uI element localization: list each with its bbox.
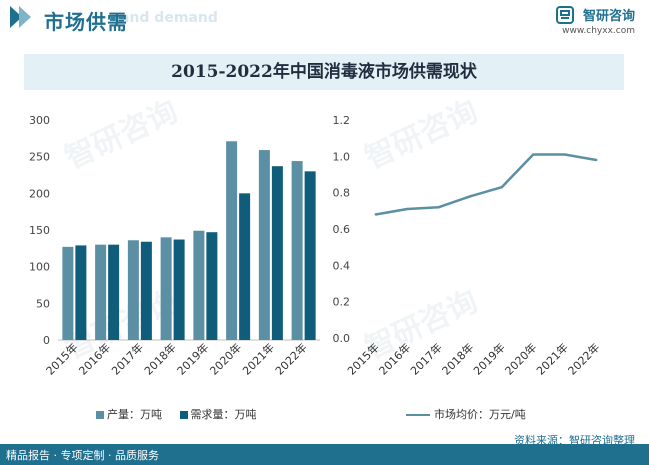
demand-bar	[173, 239, 185, 340]
supply-bar	[160, 237, 172, 340]
line-y-tick-label: 0.8	[333, 187, 351, 200]
line-chart: 0.0 0.2 0.4 0.6 0.8 1.0 1.2 2015年2016年2017年2018…	[333, 114, 603, 378]
bar-y-tick-label: 100	[29, 261, 50, 274]
supply-bar	[193, 230, 205, 340]
line-y-tick-label: 0.4	[333, 259, 351, 272]
chart-title-band: 2015-2022年中国消毒液市场供需现状	[24, 54, 624, 90]
line-x-tick-label: 2018年	[439, 340, 476, 377]
legend-label-supply: 产量：万吨	[107, 408, 162, 421]
header-mark-icon	[10, 6, 31, 28]
line-x-tick-label: 2015年	[344, 340, 381, 377]
bar-y-tick-label: 300	[29, 114, 50, 127]
price-line	[375, 153, 597, 216]
bar-x-tick-label: 2016年	[76, 340, 113, 377]
demand-bar	[304, 171, 316, 340]
header-ghost-text: and demand	[120, 10, 218, 26]
price-point	[406, 207, 409, 211]
footer-text: 精品报告 · 专项定制 · 品质服务	[6, 449, 159, 462]
line-y-tick-label: 0.6	[333, 223, 351, 236]
legend-line-price	[406, 414, 430, 416]
demand-bar	[140, 241, 152, 340]
supply-bar	[127, 240, 139, 340]
demand-bar	[206, 232, 218, 340]
bar-y-tick-label: 50	[36, 297, 50, 310]
bar-x-tick-label: 2022年	[272, 340, 309, 377]
line-x-tick-label: 2019年	[470, 340, 507, 377]
price-point	[563, 153, 566, 156]
bar-x-tick-label: 2019年	[174, 340, 211, 377]
supply-bar	[258, 150, 270, 340]
brand: 智研咨询 www.chyxx.com	[555, 4, 635, 36]
line-y-tick-label: 0.0	[333, 332, 351, 345]
price-point	[437, 206, 440, 209]
line-x-tick-label: 2020年	[502, 340, 539, 377]
legend-label-price: 市场均价：万元/吨	[434, 408, 526, 421]
header: and demand 市场供需 智研咨询 www.chyxx.com	[0, 0, 649, 40]
line-y-tick-label: 0.2	[333, 296, 351, 309]
bar-x-tick-label: 2017年	[109, 340, 146, 377]
bar-y-tick-label: 200	[29, 187, 50, 200]
bar-chart: 0501001502002503002015年2016年2017年2018年20…	[29, 114, 320, 378]
bar-y-tick-label: 250	[29, 151, 50, 164]
line-x-tick-label: 2017年	[407, 340, 444, 377]
chart-title: 2015-2022年中国消毒液市场供需现状	[171, 62, 477, 82]
supply-bar	[291, 161, 303, 340]
demand-bar	[271, 166, 283, 340]
price-point	[595, 158, 598, 162]
line-x-tick-label: 2022年	[565, 340, 602, 377]
bar-x-tick-label: 2021年	[240, 340, 277, 377]
demand-bar	[239, 193, 251, 340]
bar-legend: 产量：万吨 需求量：万吨	[96, 406, 271, 422]
line-x-tick-label: 2016年	[376, 340, 413, 377]
legend-item-supply: 产量：万吨	[96, 406, 162, 422]
demand-bar	[108, 244, 120, 340]
demand-bar	[75, 245, 87, 340]
supply-bar	[95, 244, 107, 340]
price-point	[374, 213, 377, 216]
price-point	[469, 195, 472, 198]
legend-swatch-supply	[96, 411, 104, 419]
bar-x-tick-label: 2020年	[207, 340, 244, 377]
footer-bar: 精品报告 · 专项定制 · 品质服务	[0, 444, 649, 465]
legend-label-demand: 需求量：万吨	[190, 408, 257, 421]
legend-swatch-demand	[179, 411, 188, 419]
price-point	[532, 153, 535, 156]
brand-url: www.chyxx.com	[562, 26, 635, 36]
supply-bar	[226, 141, 238, 340]
line-y-tick-label: 1.0	[333, 150, 351, 163]
line-legend: 市场均价：万元/吨	[406, 406, 526, 422]
legend-item-demand: 需求量：万吨	[179, 406, 257, 422]
source-note: 资料来源：智研咨询整理	[514, 434, 635, 447]
brand-logo-icon	[555, 5, 574, 24]
price-point	[500, 186, 503, 189]
bar-y-tick-label: 0	[43, 334, 50, 347]
bar-y-tick-label: 150	[29, 224, 50, 237]
supply-bar	[62, 246, 74, 340]
bar-x-tick-label: 2018年	[141, 340, 178, 377]
brand-name: 智研咨询	[582, 9, 635, 24]
page-title: 市场供需	[44, 10, 128, 34]
line-x-tick-label: 2021年	[533, 340, 570, 377]
line-y-tick-label: 1.2	[333, 114, 351, 127]
